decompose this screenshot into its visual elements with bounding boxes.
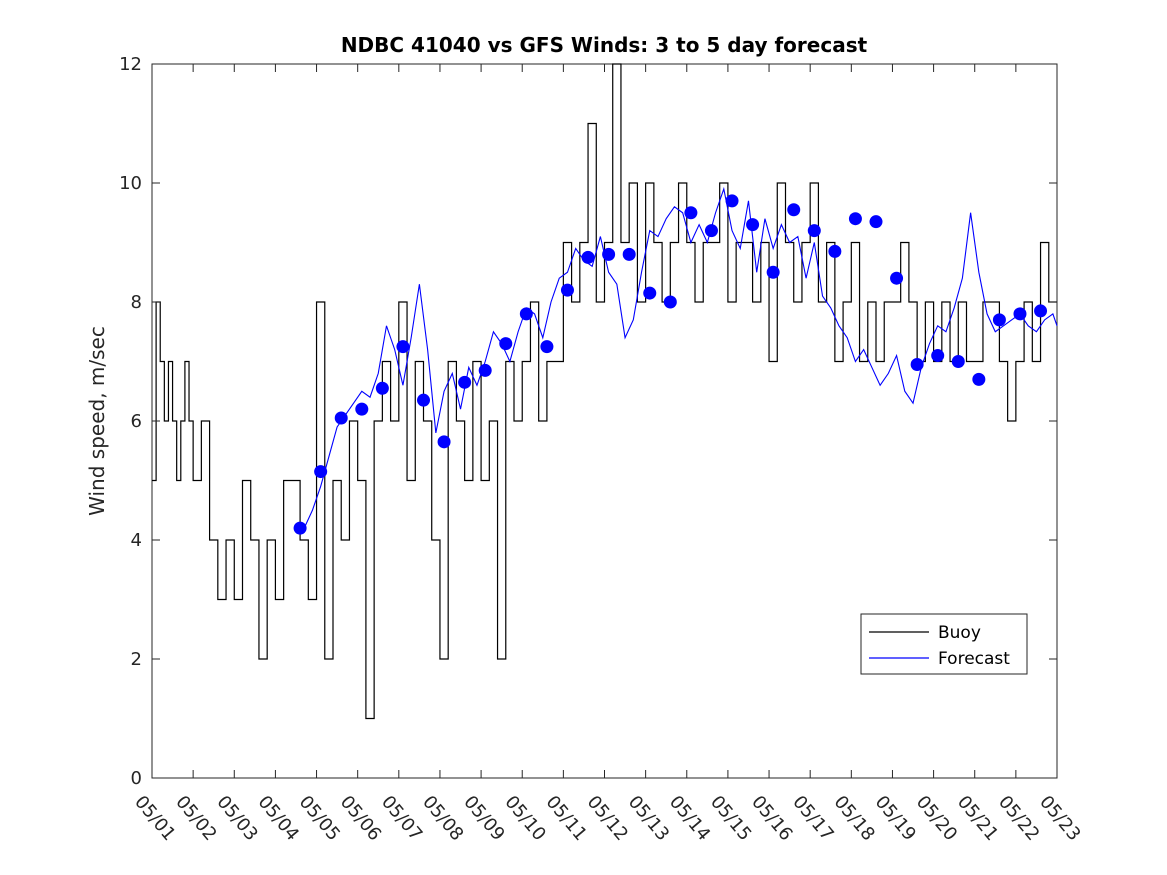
forecast-marker [951,355,965,368]
forecast-marker [622,247,636,261]
x-tick-label: 05/21 [953,792,1002,845]
x-tick-label: 05/15 [706,792,755,845]
y-tick-label: 2 [131,649,142,670]
x-tick-label: 05/04 [254,792,303,845]
forecast-marker [704,224,718,238]
x-tick-label: 05/16 [747,792,796,845]
forecast-marker [910,357,924,371]
forecast-marker [581,250,595,264]
x-tick-label: 05/01 [130,792,179,845]
forecast-line [303,186,1058,529]
forecast-marker [766,265,780,279]
x-tick-label: 05/10 [500,792,549,845]
legend-box [860,613,1028,675]
y-axis-label: Wind speed, m/sec [85,326,109,516]
x-tick-label: 05/22 [994,792,1043,845]
forecast-marker [992,313,1006,327]
forecast-marker [293,521,307,535]
forecast-marker [1013,307,1027,321]
x-tick-label: 05/14 [665,792,714,845]
forecast-marker [458,375,472,389]
x-tick-label: 05/17 [788,792,837,845]
forecast-marker [519,307,533,321]
forecast-marker [396,340,410,354]
forecast-marker [540,340,554,354]
y-tick-label: 10 [119,173,142,194]
x-tick-label: 05/20 [912,792,961,845]
forecast-marker [314,465,328,479]
forecast-marker [437,435,451,449]
chart-title: NDBC 41040 vs GFS Winds: 3 to 5 day fore… [341,33,868,57]
x-tick-label: 05/06 [336,792,385,845]
forecast-marker [375,381,389,395]
x-tick-label: 05/11 [542,792,591,845]
x-tick-label: 05/09 [459,792,508,845]
x-tick-label: 05/23 [1035,792,1084,845]
x-tick-label: 05/13 [624,792,673,845]
forecast-marker [787,203,801,217]
y-tick-label: 4 [131,530,142,551]
y-tick-label: 0 [131,768,142,789]
forecast-marker [972,372,986,386]
forecast-marker [663,295,677,309]
forecast-marker [684,206,698,220]
forecast-marker [499,337,513,351]
forecast-marker [478,363,492,377]
x-tick-label: 05/19 [871,792,920,845]
y-axis: 0 2 4 6 8 10 12 [119,54,1057,789]
forecast-marker [725,194,739,208]
legend-label: Forecast [938,649,1010,669]
x-tick-label: 05/18 [829,792,878,845]
forecast-marker [848,212,862,226]
forecast-marker [890,271,904,285]
legend-label: Buoy [938,623,981,643]
forecast-marker [417,393,430,407]
forecast-marker [1034,304,1048,318]
x-tick-label: 05/05 [295,792,344,845]
x-tick-label: 05/07 [377,792,426,845]
y-tick-label: 8 [131,292,142,313]
forecast-marker [931,349,945,363]
x-tick-label: 05/03 [212,792,261,845]
x-tick-label: 05/12 [583,792,632,845]
y-tick-label: 6 [131,411,142,432]
forecast-marker [355,402,369,416]
forecast-marker [560,283,574,297]
plot-area [151,63,1058,779]
y-tick-label: 12 [119,54,142,75]
forecast-marker [869,215,883,229]
legend: Buoy Forecast [860,613,1028,675]
forecast-marker [602,247,616,261]
forecast-marker [828,244,842,258]
x-tick-label: 05/08 [418,792,467,845]
forecast-marker [807,224,821,238]
forecast-marker [643,286,657,300]
forecast-marker [334,411,348,425]
x-tick-label: 05/02 [171,792,220,845]
buoy-line [152,63,1057,720]
forecast-marker [746,218,760,232]
